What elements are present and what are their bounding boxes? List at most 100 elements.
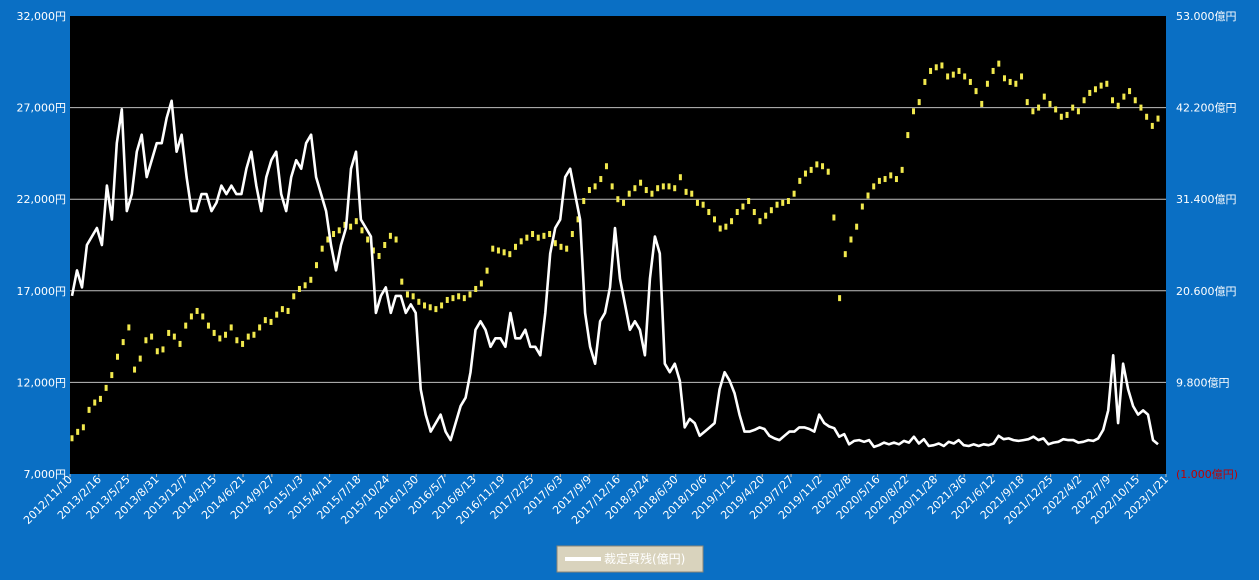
price-point [1133,97,1137,104]
price-point [354,218,358,225]
price-point [1008,78,1012,85]
price-point [741,203,745,210]
price-point [798,177,802,184]
price-point [468,291,472,298]
price-point [650,190,654,197]
price-point [707,209,711,216]
price-point [747,198,751,205]
price-point [133,366,137,373]
price-point [138,355,142,362]
left-tick-label: 27,000円 [17,102,67,115]
price-point [1145,113,1149,120]
price-point [462,295,466,302]
price-point [70,435,74,442]
price-point [644,187,648,194]
price-point [849,236,853,243]
price-point [713,216,717,223]
price-point [929,67,933,74]
price-point [167,329,171,336]
price-point [110,372,114,379]
price-point [297,285,301,292]
price-point [1093,86,1097,93]
price-point [843,251,847,258]
price-point [758,218,762,225]
price-point [201,313,205,320]
price-point [900,166,904,173]
price-point [786,198,790,205]
price-point [957,67,961,74]
price-point [229,324,233,331]
price-point [536,234,540,241]
price-point [1002,75,1006,82]
price-point [673,185,677,192]
left-tick-label: 7,000円 [24,468,67,481]
price-point [1020,73,1024,80]
price-point [320,245,324,252]
price-point [912,108,916,115]
price-point [826,168,830,175]
price-point [241,340,245,347]
right-tick-label: 42.200億円 [1176,102,1237,115]
price-point [457,293,461,300]
price-point [445,296,449,303]
price-point [337,227,341,234]
price-point [371,247,375,254]
price-point [252,331,256,338]
price-point [701,201,705,208]
price-point [309,276,313,283]
price-point [388,232,392,239]
price-point [400,278,404,285]
price-point [394,236,398,243]
legend: 裁定買残(億円) [556,545,704,573]
price-point [883,176,887,183]
price-point [104,384,108,391]
price-point [570,231,574,238]
right-tick-label: 31.400億円 [1176,193,1237,206]
price-point [815,161,819,168]
price-point [1054,106,1058,113]
price-point [633,185,637,192]
price-point [1014,80,1018,87]
price-point [752,209,756,216]
price-point [1037,104,1041,111]
price-point [417,298,421,305]
price-point [1031,108,1035,115]
price-point [730,218,734,225]
price-point [542,232,546,239]
price-point [860,203,864,210]
price-point [678,174,682,181]
price-point [974,88,978,95]
price-point [411,293,415,300]
price-point [246,333,250,340]
price-point [667,183,671,190]
price-point [258,324,262,331]
price-point [224,331,228,338]
price-point [451,295,455,302]
price-point [599,176,603,183]
price-point [559,243,563,250]
price-point [1076,108,1080,115]
price-point [405,291,409,298]
price-point [639,179,643,186]
price-point [718,225,722,232]
price-point [286,307,290,314]
price-point [690,190,694,197]
left-tick-label: 17,000円 [17,285,67,298]
price-point [1065,111,1069,118]
price-point [206,322,210,329]
price-point [502,249,506,256]
price-point [519,238,523,245]
margin-balance-line [70,99,1159,449]
price-point [76,428,80,435]
price-point [121,339,125,346]
price-point [1025,99,1029,106]
price-point [821,163,825,170]
price-point [491,245,495,252]
price-point [479,280,483,287]
price-point [576,216,580,223]
price-point [172,333,176,340]
price-point [93,399,97,406]
price-point [940,62,944,69]
price-point [115,353,119,360]
